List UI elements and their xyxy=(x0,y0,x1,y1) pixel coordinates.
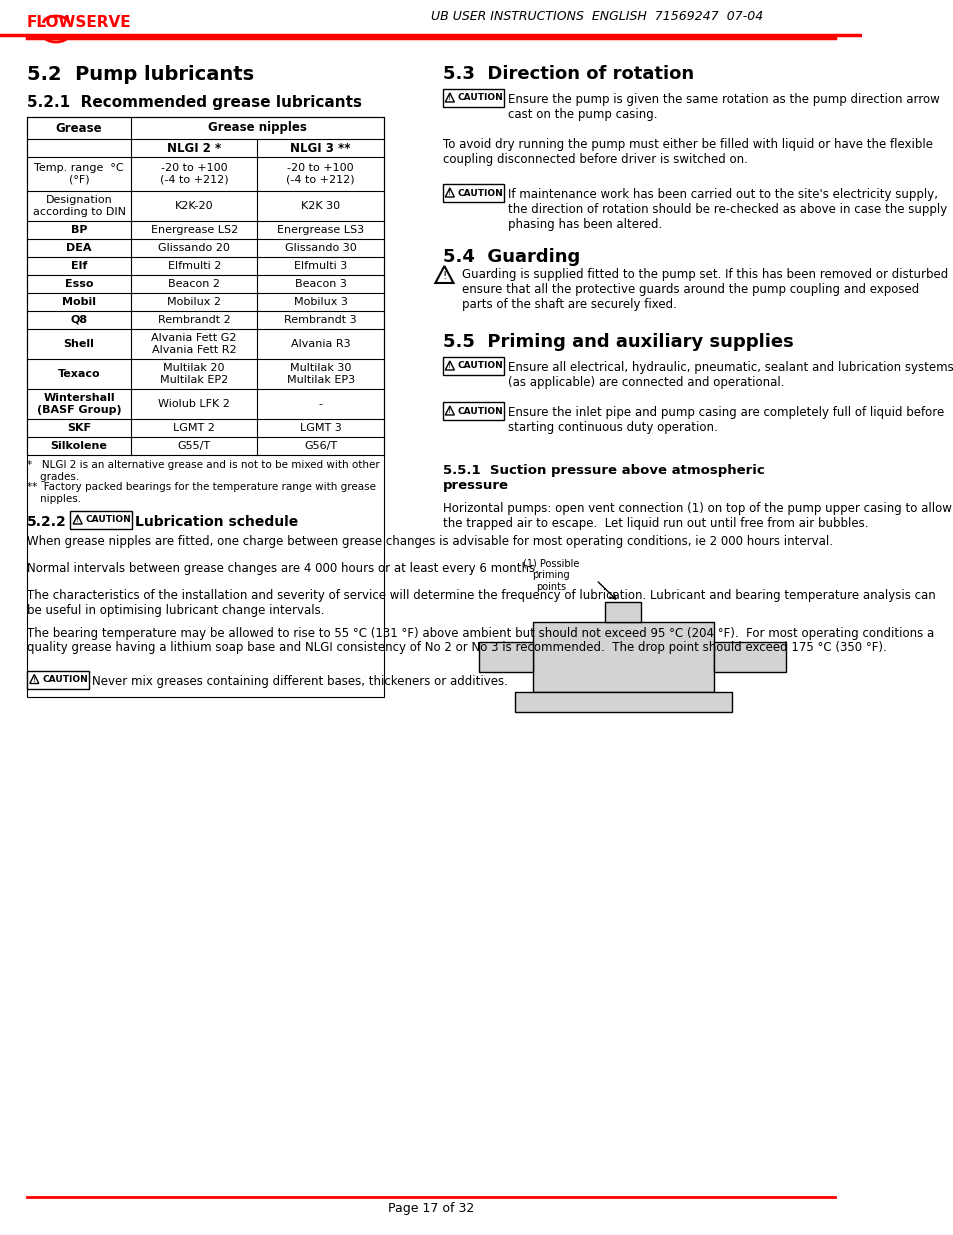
Text: !: ! xyxy=(448,190,451,196)
Bar xyxy=(478,642,533,672)
Text: 5.5.1  Suction pressure above atmospheric
pressure: 5.5.1 Suction pressure above atmospheric… xyxy=(442,464,763,492)
Text: BP: BP xyxy=(71,225,87,235)
Text: CAUTION: CAUTION xyxy=(86,515,132,525)
FancyBboxPatch shape xyxy=(442,89,503,107)
FancyBboxPatch shape xyxy=(442,357,503,375)
Text: If maintenance work has been carried out to the site's electricity supply, the d: If maintenance work has been carried out… xyxy=(507,188,946,231)
Text: Texaco: Texaco xyxy=(58,369,100,379)
Text: Never mix greases containing different bases, thickeners or additives.: Never mix greases containing different b… xyxy=(92,674,508,688)
Text: Mobilux 3: Mobilux 3 xyxy=(294,296,347,308)
Text: Mobil: Mobil xyxy=(62,296,96,308)
FancyBboxPatch shape xyxy=(442,403,503,420)
Text: Beacon 3: Beacon 3 xyxy=(294,279,346,289)
Text: Q8: Q8 xyxy=(71,315,88,325)
Text: Alvania Fett G2
Alvania Fett R2: Alvania Fett G2 Alvania Fett R2 xyxy=(152,333,236,354)
Bar xyxy=(515,692,731,713)
Text: Silkolene: Silkolene xyxy=(51,441,108,451)
Text: Glissando 30: Glissando 30 xyxy=(285,243,356,253)
Text: FLOWSERVE: FLOWSERVE xyxy=(27,15,132,30)
Text: K2K 30: K2K 30 xyxy=(301,201,340,211)
Text: Alvania R3: Alvania R3 xyxy=(291,338,350,350)
Text: G55/T: G55/T xyxy=(177,441,211,451)
Text: Wintershall
(BASF Group): Wintershall (BASF Group) xyxy=(36,393,121,415)
Text: -: - xyxy=(318,399,322,409)
Text: Rembrandt 3: Rembrandt 3 xyxy=(284,315,356,325)
Text: Elf: Elf xyxy=(71,261,87,270)
Text: LGMT 2: LGMT 2 xyxy=(173,424,215,433)
Text: 5.4  Guarding: 5.4 Guarding xyxy=(442,248,579,266)
Text: G56/T: G56/T xyxy=(304,441,336,451)
Text: Grease: Grease xyxy=(55,121,102,135)
Text: Multilak 30
Multilak EP3: Multilak 30 Multilak EP3 xyxy=(286,363,355,385)
Text: Normal intervals between grease changes are 4 000 hours or at least every 6 mont: Normal intervals between grease changes … xyxy=(27,562,538,576)
Text: Temp. range  °C
(°F): Temp. range °C (°F) xyxy=(34,163,124,185)
Text: Ensure the inlet pipe and pump casing are completely full of liquid before start: Ensure the inlet pipe and pump casing ar… xyxy=(507,406,943,433)
Text: Horizontal pumps: open vent connection (1) on top of the pump upper casing to al: Horizontal pumps: open vent connection (… xyxy=(442,501,950,530)
Text: To avoid dry running the pump must either be filled with liquid or have the flex: To avoid dry running the pump must eithe… xyxy=(442,138,932,165)
Text: UB USER INSTRUCTIONS  ENGLISH  71569247  07-04: UB USER INSTRUCTIONS ENGLISH 71569247 07… xyxy=(431,10,762,23)
Text: Beacon 2: Beacon 2 xyxy=(168,279,220,289)
Text: Glissando 20: Glissando 20 xyxy=(158,243,230,253)
Text: 5.3  Direction of rotation: 5.3 Direction of rotation xyxy=(442,65,693,83)
Text: LGMT 3: LGMT 3 xyxy=(299,424,341,433)
Text: Lubrication schedule: Lubrication schedule xyxy=(135,515,298,529)
Text: Wiolub LFK 2: Wiolub LFK 2 xyxy=(158,399,230,409)
Text: K2K-20: K2K-20 xyxy=(174,201,213,211)
Text: Esso: Esso xyxy=(65,279,93,289)
FancyBboxPatch shape xyxy=(27,671,89,688)
Text: CAUTION: CAUTION xyxy=(457,189,503,198)
Text: SKF: SKF xyxy=(67,424,91,433)
Text: CAUTION: CAUTION xyxy=(457,362,503,370)
Text: Guarding is supplied fitted to the pump set. If this has been removed or disturb: Guarding is supplied fitted to the pump … xyxy=(462,268,947,311)
Text: **  Factory packed bearings for the temperature range with grease
    nipples.: ** Factory packed bearings for the tempe… xyxy=(27,482,375,504)
Bar xyxy=(533,622,713,692)
Text: CAUTION: CAUTION xyxy=(457,406,503,415)
Text: (1) Possible
priming
points: (1) Possible priming points xyxy=(522,558,578,592)
Text: 5.5  Priming and auxiliary supplies: 5.5 Priming and auxiliary supplies xyxy=(442,333,793,351)
Text: Designation
according to DIN: Designation according to DIN xyxy=(32,195,126,217)
Text: Multilak 20
Multilak EP2: Multilak 20 Multilak EP2 xyxy=(160,363,228,385)
Bar xyxy=(27,117,383,697)
Text: Page 17 of 32: Page 17 of 32 xyxy=(387,1202,474,1215)
Text: When grease nipples are fitted, one charge between grease changes is advisable f: When grease nipples are fitted, one char… xyxy=(27,535,832,548)
Bar xyxy=(604,601,640,622)
Text: !: ! xyxy=(448,408,451,414)
Text: -20 to +100
(-4 to +212): -20 to +100 (-4 to +212) xyxy=(160,163,229,185)
Text: Ensure the pump is given the same rotation as the pump direction arrow cast on t: Ensure the pump is given the same rotati… xyxy=(507,93,939,121)
Text: 5.2.1  Recommended grease lubricants: 5.2.1 Recommended grease lubricants xyxy=(27,95,362,110)
Text: NLGI 2 *: NLGI 2 * xyxy=(167,142,221,154)
Text: 5.2.2: 5.2.2 xyxy=(27,515,67,529)
Text: Shell: Shell xyxy=(64,338,94,350)
Text: Rembrandt 2: Rembrandt 2 xyxy=(157,315,231,325)
Text: Elfmulti 3: Elfmulti 3 xyxy=(294,261,347,270)
Text: Elfmulti 2: Elfmulti 2 xyxy=(168,261,221,270)
FancyBboxPatch shape xyxy=(442,184,503,203)
Text: !: ! xyxy=(448,363,451,369)
Text: !: ! xyxy=(32,677,35,683)
Text: *   NLGI 2 is an alternative grease and is not to be mixed with other
    grades: * NLGI 2 is an alternative grease and is… xyxy=(27,459,379,482)
Text: Mobilux 2: Mobilux 2 xyxy=(167,296,221,308)
Text: !: ! xyxy=(76,517,79,522)
Text: CAUTION: CAUTION xyxy=(43,676,88,684)
FancyBboxPatch shape xyxy=(71,511,132,529)
Text: NLGI 3 **: NLGI 3 ** xyxy=(290,142,351,154)
Text: -20 to +100
(-4 to +212): -20 to +100 (-4 to +212) xyxy=(286,163,355,185)
Text: Energrease LS2: Energrease LS2 xyxy=(151,225,237,235)
Text: Grease nipples: Grease nipples xyxy=(208,121,307,135)
Text: The bearing temperature may be allowed to rise to 55 °C (131 °F) above ambient b: The bearing temperature may be allowed t… xyxy=(27,626,933,655)
Text: !: ! xyxy=(448,95,451,101)
Text: Ensure all electrical, hydraulic, pneumatic, sealant and lubrication systems (as: Ensure all electrical, hydraulic, pneuma… xyxy=(507,361,952,389)
Text: !: ! xyxy=(442,270,446,282)
Text: DEA: DEA xyxy=(66,243,91,253)
Text: The characteristics of the installation and severity of service will determine t: The characteristics of the installation … xyxy=(27,589,935,618)
Text: CAUTION: CAUTION xyxy=(457,94,503,103)
Text: 5.2  Pump lubricants: 5.2 Pump lubricants xyxy=(27,65,253,84)
Bar xyxy=(713,642,785,672)
Text: Energrease LS3: Energrease LS3 xyxy=(276,225,364,235)
